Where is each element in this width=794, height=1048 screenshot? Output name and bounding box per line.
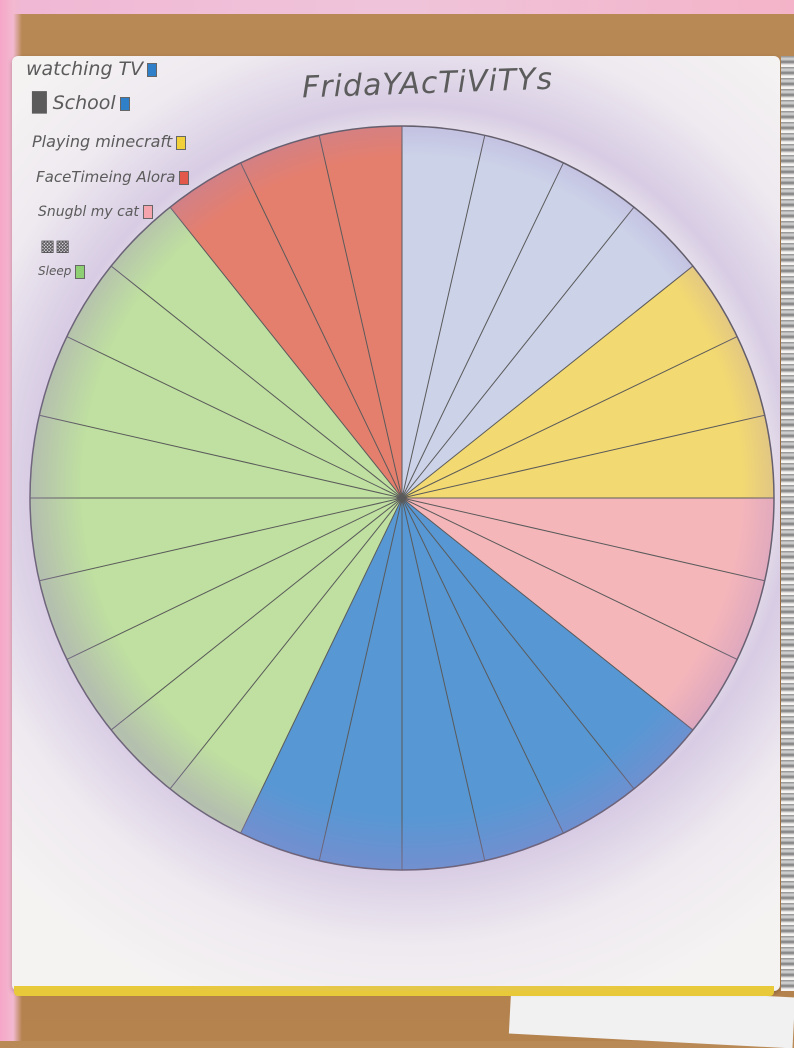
division-line — [169, 497, 403, 790]
legend-item-school: █ School — [32, 92, 130, 114]
division-line — [169, 206, 403, 499]
division-line — [401, 497, 765, 582]
spiral-binding — [781, 56, 794, 991]
legend-swatch — [119, 96, 130, 111]
legend-item-minecraft: Playing minecraft — [32, 132, 187, 151]
legend-swatch — [179, 170, 190, 185]
legend-label: Sleep — [38, 264, 72, 278]
pie-slices — [30, 126, 774, 870]
division-line — [401, 497, 635, 790]
division-line — [401, 497, 564, 834]
division-line — [401, 497, 738, 660]
division-line — [318, 135, 403, 499]
division-line — [401, 162, 564, 499]
division-line — [66, 336, 403, 499]
division-line — [110, 265, 403, 499]
pie-slice-school — [240, 498, 693, 870]
division-line — [110, 497, 403, 731]
legend-swatch — [176, 135, 187, 150]
scribble-mark: █ — [32, 92, 47, 114]
scribble-mark: ▩▩ — [40, 236, 71, 255]
division-line — [401, 497, 694, 731]
legend-label: Playing minecraft — [32, 132, 173, 151]
pie-slice-minecraft — [402, 266, 774, 498]
division-line — [318, 497, 403, 861]
pie-division-lines — [30, 126, 774, 870]
division-line — [240, 162, 403, 499]
division-line — [401, 497, 486, 861]
legend-label: Snugbl my cat — [38, 204, 139, 220]
legend-swatch — [147, 62, 158, 77]
legend-swatch — [142, 205, 153, 219]
legend-item-tv: watching TV — [26, 58, 158, 80]
legend-swatch — [75, 264, 86, 279]
notebook-edge — [14, 986, 774, 996]
pie-slice-cat — [402, 498, 774, 730]
division-line — [401, 414, 765, 499]
division-line — [39, 414, 403, 499]
division-line — [401, 135, 486, 499]
legend-label: watching TV — [26, 58, 144, 80]
pie-slice-alora — [170, 126, 402, 498]
legend-item-cat: Snugbl my cat — [38, 204, 153, 220]
division-line — [66, 497, 403, 660]
division-line — [39, 497, 403, 582]
pie-outline — [29, 125, 775, 871]
top-pink-band — [0, 0, 794, 14]
pie-slice-tv — [402, 126, 693, 498]
division-line — [401, 206, 635, 499]
legend-item-sleep: Sleep — [38, 264, 86, 279]
division-line — [401, 336, 738, 499]
legend-item-facetime: FaceTimeing Alora — [36, 168, 190, 186]
legend-label: School — [52, 92, 116, 114]
division-line — [401, 265, 694, 499]
division-line — [240, 497, 403, 834]
legend-label: FaceTimeing Alora — [36, 168, 176, 186]
